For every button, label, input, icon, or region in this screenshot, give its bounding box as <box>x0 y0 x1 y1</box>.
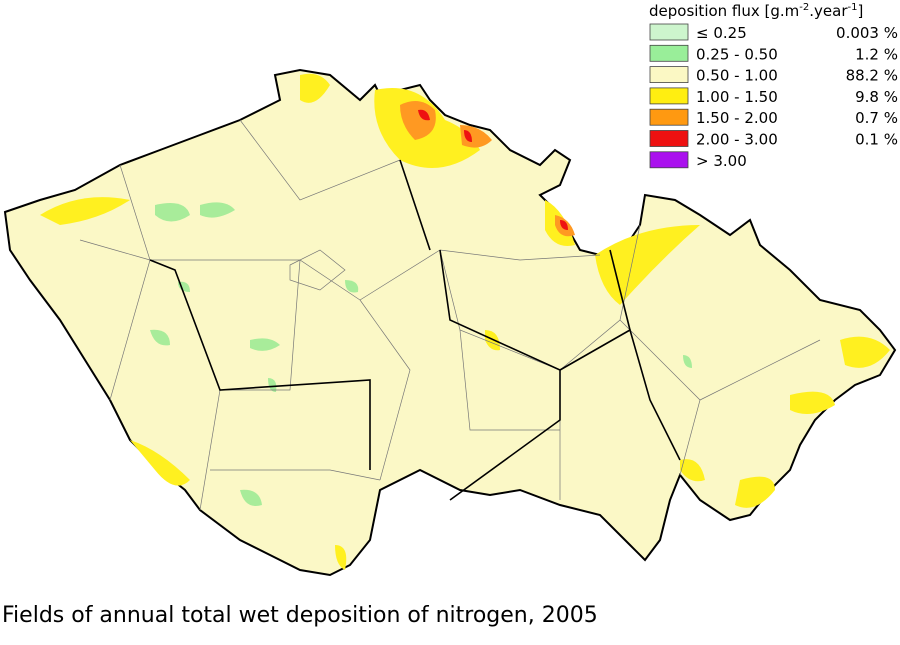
legend-swatch <box>649 130 689 147</box>
legend: ≤ 0.25 0.003 % 0.25 - 0.50 1.2 % 0.50 - 1.00… <box>649 23 898 170</box>
legend-swatch <box>649 87 689 105</box>
legend-swatch <box>649 66 689 83</box>
legend-share: 0.7 % <box>855 109 898 127</box>
legend-swatch <box>649 108 689 126</box>
legend-swatch <box>649 23 689 41</box>
legend-title-part: deposition flux [g.m <box>649 2 799 20</box>
legend-share: 9.8 % <box>855 88 898 106</box>
district-borders <box>79 119 821 511</box>
legend-label: 2.00 - 3.00 <box>696 131 778 149</box>
low-deposition-zones <box>150 202 692 506</box>
region-borders <box>149 159 681 501</box>
legend-swatch <box>649 151 689 169</box>
legend-share: 0.003 % <box>836 24 898 42</box>
legend-title-superscript: -2 <box>799 2 809 13</box>
legend-label: 0.25 - 0.50 <box>696 45 778 63</box>
legend-label: > 3.00 <box>696 152 747 170</box>
legend-share: 0.1 % <box>855 131 898 149</box>
legend-label: 0.50 - 1.00 <box>696 67 778 85</box>
caption: Fields of annual total wet deposition of… <box>2 603 598 628</box>
legend-swatch <box>649 44 689 62</box>
legend-label: ≤ 0.25 <box>696 24 747 42</box>
legend-title-superscript: -1 <box>848 2 858 13</box>
legend-label: 1.50 - 2.00 <box>696 109 778 127</box>
legend-title-part: .year <box>809 2 848 20</box>
peak-deposition-zones <box>400 101 575 237</box>
country-map <box>3 68 897 577</box>
legend-title: deposition flux [g.m-2.year-1] <box>649 2 863 20</box>
legend-title-part: ] <box>858 2 864 20</box>
legend-share: 1.2 % <box>855 45 898 63</box>
legend-share: 88.2 % <box>846 67 898 85</box>
legend-label: 1.00 - 1.50 <box>696 88 778 106</box>
